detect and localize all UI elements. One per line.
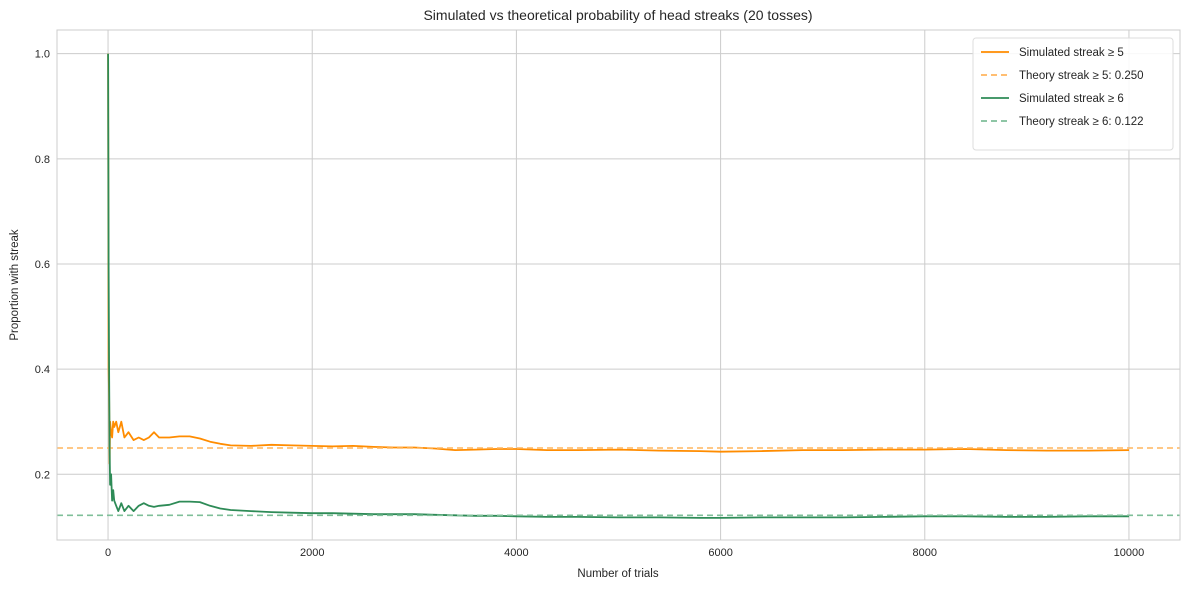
- plot-frame: [56, 29, 1181, 541]
- legend: Simulated streak ≥ 5 Theory streak ≥ 5: 0…: [972, 37, 1174, 151]
- x-tick-label: 10000: [1114, 547, 1145, 559]
- y-tick-label: 0.6: [35, 259, 50, 271]
- y-tick-label: 0.4: [35, 364, 50, 376]
- y-ticks: 0.2 0.4 0.6 0.8 1.0: [35, 49, 50, 482]
- x-tick-label: 4000: [504, 547, 528, 559]
- chart-title: Simulated vs theoretical probability of …: [423, 7, 812, 23]
- x-tick-label: 2000: [300, 547, 324, 559]
- legend-label: Theory streak ≥ 5: 0.250: [1019, 70, 1144, 82]
- plot-lines: [57, 53, 1180, 519]
- x-axis-label: Number of trials: [577, 568, 658, 580]
- legend-label: Theory streak ≥ 6: 0.122: [1019, 116, 1144, 128]
- x-tick-label: 6000: [708, 547, 732, 559]
- legend-label: Simulated streak ≥ 5: [1019, 47, 1124, 59]
- y-tick-label: 0.2: [35, 469, 50, 481]
- x-ticks: 0 2000 4000 6000 8000 10000: [105, 547, 1144, 559]
- y-tick-label: 0.8: [35, 154, 50, 166]
- y-tick-label: 1.0: [35, 49, 50, 61]
- simulated-line-0: [107, 53, 1130, 465]
- legend-box: [972, 37, 1174, 151]
- y-axis-label: Proportion with streak: [9, 229, 21, 340]
- simulated-line-2: [107, 53, 1129, 519]
- x-tick-label: 8000: [913, 547, 937, 559]
- legend-label: Simulated streak ≥ 6: [1019, 93, 1124, 105]
- x-tick-label: 0: [105, 547, 111, 559]
